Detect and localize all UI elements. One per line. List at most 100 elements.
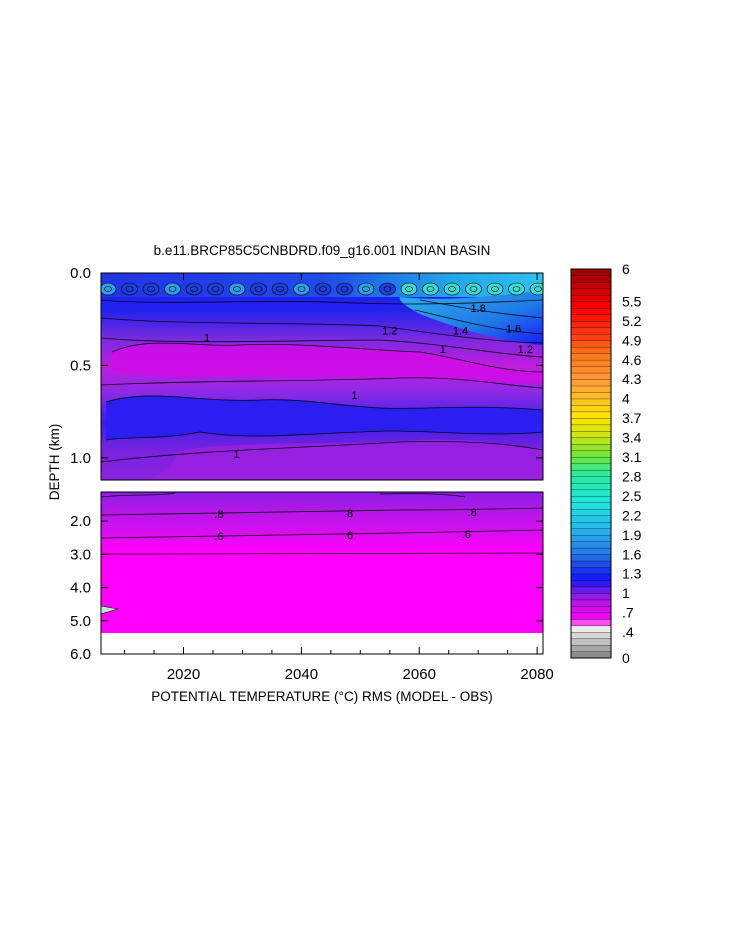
y-tick-label: 0.0 (70, 265, 91, 282)
colorbar-cell (570, 307, 612, 315)
colorbar-cell (570, 651, 612, 659)
colorbar-label: 3.7 (622, 410, 642, 426)
lower-field-base (101, 492, 543, 633)
upper-contour-labels: 1.8 1.6 1.4 1.2 1.2 1 1 1 1 (204, 303, 533, 461)
colorbar-cell (570, 625, 612, 633)
colorbar-cell (570, 618, 612, 627)
eddy-mark (443, 282, 461, 296)
lower-no-data (101, 633, 543, 654)
colorbar-cell (570, 456, 612, 464)
colorbar-cell (570, 593, 612, 601)
x-axis-label: POTENTIAL TEMPERATURE (°C) RMS (MODEL - … (151, 689, 492, 704)
x-tick-label: 2060 (403, 666, 436, 683)
lower-anomaly (101, 605, 119, 615)
colorbar-cell (570, 599, 612, 607)
lower-contour-line (101, 492, 176, 498)
upper-frame (100, 272, 544, 481)
colorbar-cell (570, 346, 612, 354)
colorbar-cell (570, 580, 612, 588)
eddy-mark (207, 282, 224, 296)
upper-contour-line (414, 309, 543, 335)
colorbar-label: .4 (622, 624, 634, 640)
contour-label: 1.2 (382, 325, 397, 337)
eddy-mark (379, 282, 396, 296)
colorbar-label: 4.9 (622, 332, 642, 348)
colorbar-cell (570, 268, 612, 276)
upper-panel: 1.8 1.6 1.4 1.2 1.2 1 1 1 1 (100, 272, 544, 481)
chart-title: b.e11.BRCP85C5CNBDRD.f09_g16.001 INDIAN … (154, 243, 491, 258)
colorbar-cell (570, 463, 612, 471)
eddy-mark (211, 286, 220, 292)
colorbar-cell (570, 612, 612, 620)
eddy-mark (491, 286, 499, 292)
upper-contour-line (101, 441, 543, 463)
upper-contour-line (101, 299, 543, 305)
colorbar-cell (570, 560, 612, 568)
colorbar-label: 5.2 (622, 313, 642, 329)
y-tick-label: 4.0 (70, 580, 91, 597)
eddy-mark (147, 286, 155, 292)
colorbar-label: 1.3 (622, 566, 642, 582)
colorbar: 6 5.5 5.2 4.9 4.6 4.3 4 3.7 3.4 3.1 2.8 2.5 2.2 1.9 1.… (570, 261, 642, 666)
colorbar-cell (570, 404, 612, 413)
colorbar-cell (570, 631, 612, 639)
y-tick-label: 0.5 (70, 357, 91, 374)
colorbar-cell (570, 573, 612, 581)
eddy-mark (319, 286, 327, 292)
eddy-mark (362, 286, 370, 292)
eddy-mark (340, 286, 349, 292)
colorbar-cell (570, 437, 612, 445)
eddy-mark (101, 282, 117, 296)
y-tick-label: 6.0 (70, 646, 91, 663)
eddy-mark (469, 286, 478, 292)
lower-contour-line (101, 529, 543, 539)
y-axis-label: DEPTH (km) (47, 424, 62, 501)
y-axis-upper: 0.0 0.5 1.0 (70, 265, 543, 467)
colorbar-cell (570, 411, 612, 419)
colorbar-label: 2.8 (622, 468, 642, 484)
colorbar-cell (570, 327, 612, 335)
colorbar-cell (570, 275, 612, 283)
eddy-mark (422, 282, 439, 296)
colorbar-cell (570, 314, 612, 322)
eddy-mark (405, 286, 413, 292)
colorbar-cell (570, 424, 612, 432)
colorbar-cell (570, 398, 612, 406)
contour-label: .6 (462, 529, 471, 541)
colorbar-cell (570, 547, 612, 555)
colorbar-label: 0 (622, 650, 630, 666)
eddy-mark (357, 282, 375, 296)
colorbar-label: 1 (622, 585, 630, 601)
upper-contour-line (101, 377, 543, 389)
y-tick-label: 2.0 (70, 513, 91, 530)
colorbar-cell (570, 379, 612, 387)
colorbar-cell (570, 489, 612, 497)
eddy-mark (336, 282, 353, 296)
colorbar-cell (570, 392, 612, 400)
colorbar-cell (570, 605, 612, 614)
colorbar-cell (570, 567, 612, 575)
colorbar-label: 2.5 (622, 488, 642, 504)
eddy-mark (297, 286, 306, 292)
eddy-mark (486, 282, 504, 296)
eddy-mark (529, 282, 543, 296)
contour-label: .8 (468, 507, 477, 519)
colorbar-cell (570, 340, 612, 348)
upper-contour-line (111, 342, 543, 373)
contour-label: .8 (214, 509, 223, 521)
x-axis: 2020 2040 2060 2080 (124, 273, 554, 683)
colorbar-cell (570, 515, 612, 523)
upper-contour-line (101, 317, 543, 344)
contour-label: 1 (204, 333, 210, 345)
colorbar-label: 1.9 (622, 527, 642, 543)
contour-label: 1.4 (453, 325, 468, 337)
eddy-mark (400, 282, 418, 296)
upper-contour-line (105, 430, 543, 441)
contour-label: .6 (344, 530, 353, 542)
colorbar-cell (570, 359, 612, 367)
eddy-mark (228, 282, 246, 296)
eddy-mark (121, 282, 138, 296)
colorbar-cell (570, 534, 612, 542)
colorbar-label: 2.2 (622, 507, 642, 523)
y-tick-label: 1.0 (70, 450, 91, 467)
